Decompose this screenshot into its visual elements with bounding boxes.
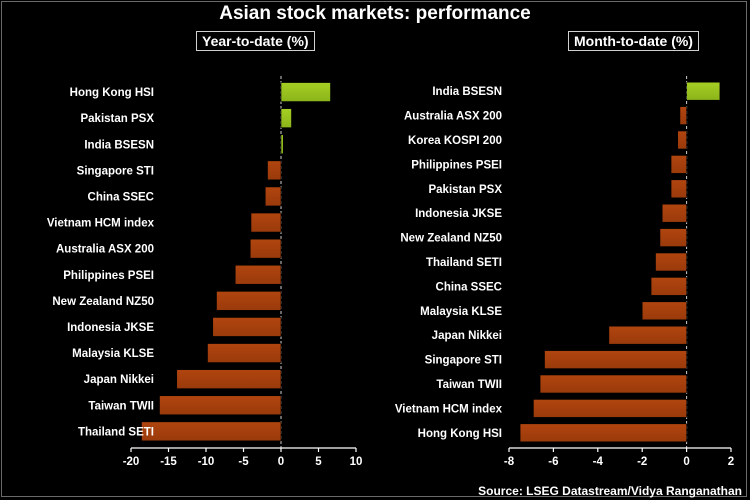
ytd-tick-label: 5	[315, 456, 322, 468]
ytd-category-label: Singapore STI	[77, 165, 154, 177]
mtd-bar	[670, 179, 687, 199]
mtd-bar	[677, 130, 687, 150]
ytd-category-label: Pakistan PSX	[80, 113, 154, 125]
ytd-bar	[250, 212, 282, 233]
ytd-category-label: Australia ASX 200	[56, 244, 154, 256]
mtd-tick-label: -4	[593, 456, 604, 468]
ytd-bar	[280, 82, 331, 102]
mtd-tick-label: -2	[637, 456, 647, 468]
ytd-tick-label: -10	[198, 456, 215, 468]
mtd-bar	[608, 325, 687, 345]
mtd-category-label: Philippines PSEI	[411, 159, 502, 171]
ytd-tick-label: -20	[123, 456, 140, 468]
mtd-category-label: Taiwan TWII	[436, 379, 502, 391]
mtd-category-label: Hong Kong HSI	[418, 428, 502, 440]
mtd-category-label: New Zealand NZ50	[400, 233, 502, 245]
mtd-category-label: Pakistan PSX	[428, 184, 502, 196]
source-note: Source: LSEG Datastream/Vidya Ranganatha…	[478, 484, 742, 498]
mtd-bar	[539, 374, 687, 394]
mtd-bar	[641, 301, 687, 321]
ytd-tick-label: 0	[278, 456, 284, 468]
ytd-category-label: Indonesia JKSE	[67, 322, 154, 334]
ytd-category-label: Hong Kong HSI	[70, 87, 154, 99]
ytd-category-label: China SSEC	[88, 191, 154, 203]
mtd-tick-label: -6	[548, 456, 558, 468]
mtd-tick-label: 0	[683, 456, 689, 468]
mtd-category-label: Indonesia JKSE	[415, 208, 502, 220]
mtd-bar	[659, 228, 687, 247]
ytd-bar	[176, 369, 282, 389]
ytd-bar	[207, 343, 282, 363]
ytd-bar	[249, 238, 282, 259]
ytd-category-label: Japan Nikkei	[84, 374, 154, 386]
mtd-tick-label: -8	[504, 456, 515, 468]
mtd-bar	[670, 155, 687, 174]
mtd-category-label: Vietnam HCM index	[395, 403, 503, 415]
mtd-bar	[544, 350, 687, 369]
ytd-category-label: Philippines PSEI	[63, 270, 154, 282]
ytd-category-label: Thailand SETI	[78, 426, 154, 438]
ytd-bar	[159, 395, 282, 416]
mtd-category-label: Korea KOSPI 200	[408, 135, 502, 147]
mtd-category-label: Australia ASX 200	[404, 111, 502, 123]
ytd-category-label: Malaysia KLSE	[72, 348, 154, 360]
ytd-bar	[267, 160, 282, 181]
mtd-bar	[650, 277, 687, 296]
mtd-category-label: Malaysia KLSE	[420, 306, 502, 318]
ytd-tick-label: 10	[350, 456, 363, 468]
ytd-bar	[212, 317, 282, 337]
ytd-bar	[234, 264, 282, 285]
mtd-bar	[519, 423, 687, 443]
mtd-category-label: Thailand SETI	[426, 257, 502, 269]
ytd-tick-label: -15	[160, 456, 177, 468]
ytd-category-label: Taiwan TWII	[88, 400, 154, 412]
mtd-category-label: China SSEC	[436, 281, 502, 293]
mtd-bar	[686, 81, 721, 101]
ytd-bar	[264, 186, 282, 207]
mtd-category-label: Singapore STI	[425, 355, 502, 367]
ytd-bar	[280, 108, 292, 128]
mtd-category-label: Japan Nikkei	[432, 330, 502, 342]
ytd-bar	[280, 134, 284, 155]
mtd-category-label: India BSESN	[432, 86, 502, 98]
ytd-category-label: India BSESN	[84, 139, 154, 151]
ytd-bar	[216, 291, 282, 311]
mtd-bar	[655, 252, 687, 272]
ytd-category-label: Vietnam HCM index	[47, 218, 155, 230]
chart-title: Asian stock markets: performance	[219, 3, 531, 24]
mtd-bar	[679, 106, 687, 125]
mtd-tick-label: 2	[728, 456, 734, 468]
ytd-bar	[141, 421, 282, 442]
mtd-bar	[661, 203, 687, 223]
mtd-bar	[533, 399, 687, 418]
ytd-panel-title: Year-to-date (%)	[196, 31, 315, 51]
ytd-category-label: New Zealand NZ50	[52, 296, 154, 308]
ytd-tick-label: -5	[238, 456, 249, 468]
mtd-panel-title: Month-to-date (%)	[568, 31, 699, 51]
